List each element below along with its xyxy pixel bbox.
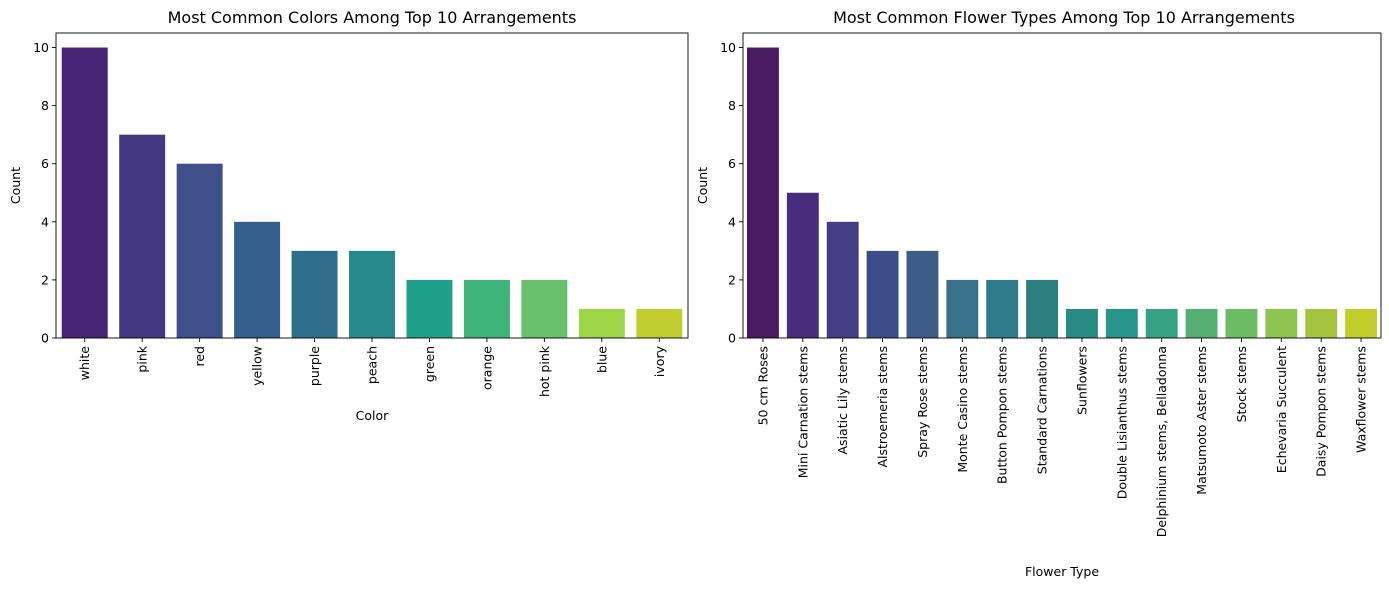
y-tick-label: 2 (41, 272, 49, 287)
x-tick-label: purple (307, 346, 322, 386)
x-tick-label: Waxflower stems (1354, 346, 1369, 453)
bar-red (176, 163, 223, 338)
bar-matsumoto-aster-stems (1185, 308, 1218, 338)
bar-ivory (636, 308, 683, 338)
bar-hot-pink (521, 279, 568, 338)
x-tick-label: Standard Carnations (1035, 346, 1050, 474)
x-tick-label: yellow (250, 346, 265, 386)
bar-white (61, 47, 108, 339)
x-tick-label: blue (594, 346, 609, 373)
bar-asiatic-lily-stems (826, 221, 859, 338)
bar-orange (463, 279, 510, 338)
bar-daisy-pompon-stems (1305, 308, 1338, 338)
bar-delphinium-stems-belladonna (1145, 308, 1178, 338)
x-tick-label: Echevaria Succulent (1274, 346, 1289, 473)
x-tick-label: 50 cm Roses (755, 346, 770, 425)
plot-frame (742, 32, 1382, 339)
x-tick-label: orange (479, 346, 494, 390)
x-tick-label: green (422, 346, 437, 382)
y-tick-label: 0 (728, 331, 736, 346)
chart-title: Most Common Flower Types Among Top 10 Ar… (833, 8, 1295, 27)
bar-green (406, 279, 453, 338)
bar-echevaria-succulent (1265, 308, 1298, 338)
x-tick-label: Asiatic Lily stems (835, 346, 850, 455)
bar-peach (349, 250, 395, 338)
y-tick-label: 8 (41, 98, 49, 113)
x-tick-label: Matsumoto Aster stems (1194, 346, 1209, 495)
y-tick-label: 4 (41, 214, 49, 229)
y-tick-label: 2 (728, 272, 736, 287)
x-tick-label: Stock stems (1234, 346, 1249, 422)
bar-alstroemeria-stems (866, 250, 899, 338)
x-tick-label: pink (135, 345, 150, 372)
y-tick-label: 4 (728, 214, 736, 229)
flower-type-chart: Most Common Flower Types Among Top 10 Ar… (695, 8, 1382, 579)
bar-blue (578, 308, 625, 338)
bar-stock-stems (1225, 308, 1258, 338)
x-tick-label: Sunflowers (1074, 346, 1089, 415)
x-tick-label: Daisy Pompon stems (1314, 346, 1329, 477)
x-tick-label: Double Lisianthus stems (1114, 346, 1129, 499)
y-tick-label: 6 (728, 156, 736, 171)
x-tick-label: red (192, 346, 207, 367)
x-tick-label: Spray Rose stems (915, 346, 930, 458)
x-tick-label: ivory (652, 345, 667, 377)
bar-purple (291, 250, 338, 338)
bar-sunflowers (1065, 308, 1098, 338)
color-chart: Most Common Colors Among Top 10 Arrangem… (8, 8, 689, 423)
y-tick-label: 0 (41, 331, 49, 346)
bar-double-lisianthus-stems (1105, 308, 1138, 338)
bar-standard-carnations (1026, 279, 1059, 338)
bar-50-cm-roses (746, 47, 779, 339)
x-tick-label: hot pink (537, 345, 552, 397)
x-tick-label: Alstroemeria stems (875, 346, 890, 468)
bar-pink (119, 134, 166, 338)
y-axis-label: Count (695, 167, 710, 204)
x-axis-label: Flower Type (1025, 564, 1099, 579)
x-tick-label: Button Pompon stems (995, 346, 1010, 484)
y-axis-label: Count (8, 167, 23, 204)
x-tick-label: Mini Carnation stems (795, 346, 810, 478)
x-tick-label: white (77, 346, 92, 381)
y-tick-label: 6 (41, 156, 49, 171)
y-tick-label: 8 (728, 98, 736, 113)
x-tick-label: Delphinium stems, Belladonna (1154, 346, 1169, 537)
y-tick-label: 10 (720, 40, 736, 55)
chart-title: Most Common Colors Among Top 10 Arrangem… (168, 8, 577, 27)
x-tick-label: Monte Casino stems (955, 346, 970, 473)
bar-yellow (234, 221, 281, 338)
x-axis-label: Color (356, 408, 389, 423)
bar-spray-rose-stems (906, 250, 939, 338)
bar-button-pompon-stems (986, 279, 1019, 338)
x-tick-label: peach (365, 346, 380, 384)
bar-waxflower-stems (1345, 308, 1378, 338)
bar-mini-carnation-stems (786, 192, 819, 338)
y-tick-label: 10 (33, 40, 49, 55)
bar-monte-casino-stems (946, 279, 979, 338)
